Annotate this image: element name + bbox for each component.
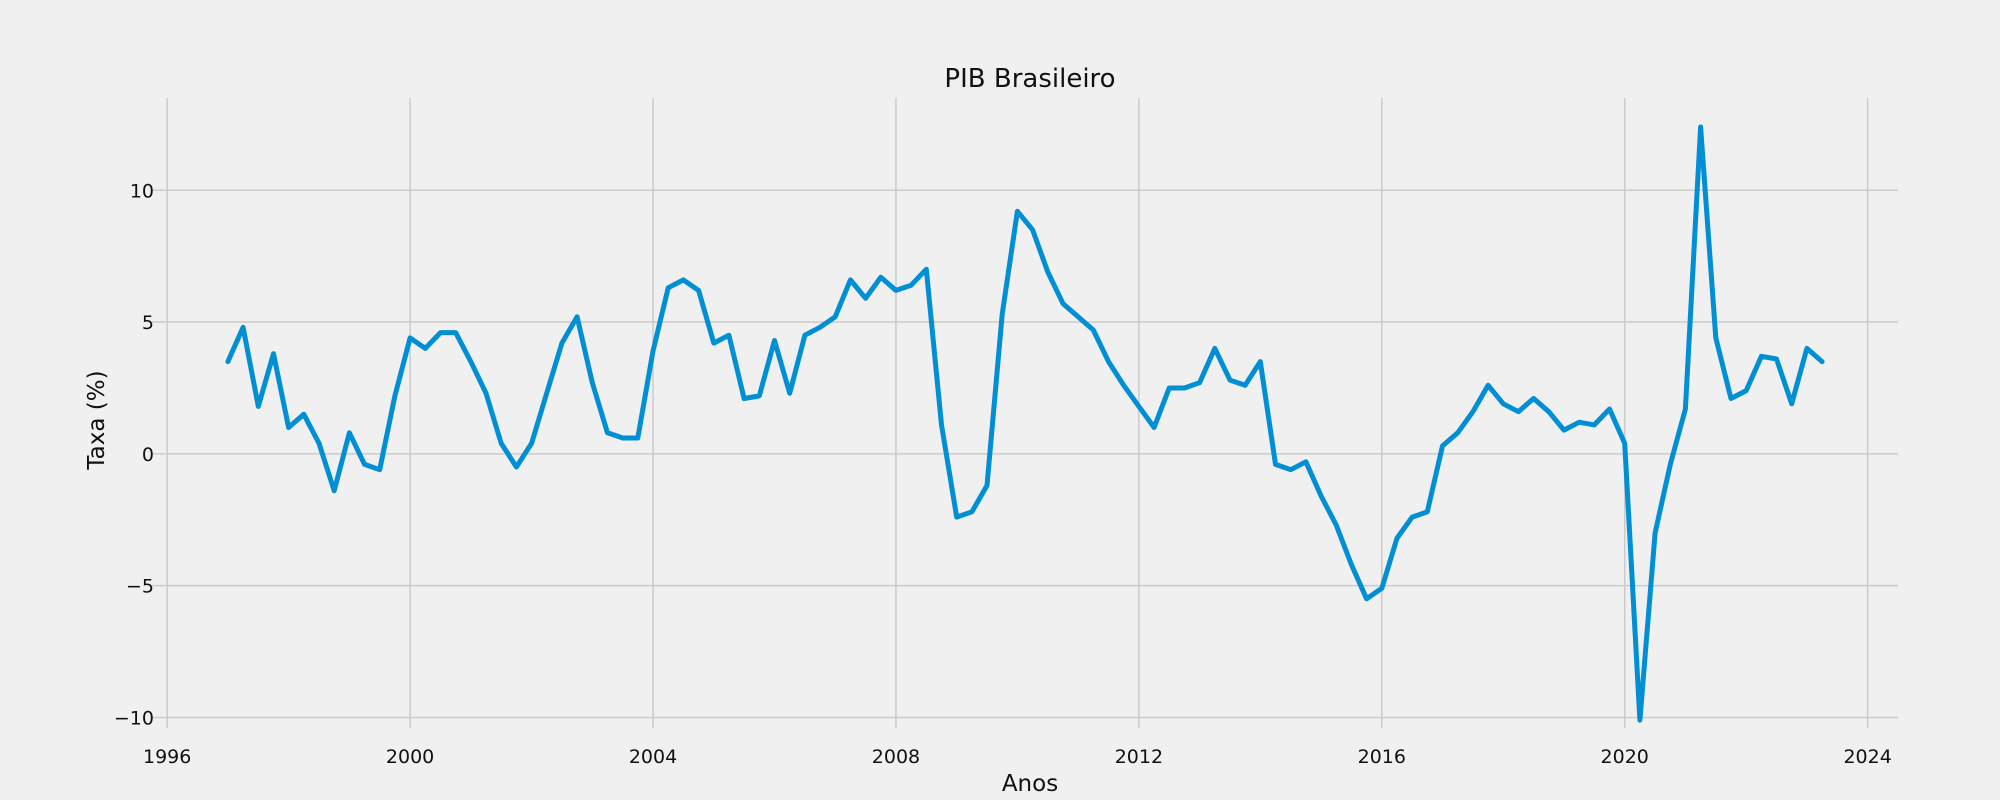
y-tick-label: 0 — [142, 444, 154, 466]
y-tick-labels: −10 −5 0 5 10 — [114, 180, 154, 729]
x-tick-label: 2004 — [629, 746, 677, 768]
chart-title: PIB Brasileiro — [944, 64, 1115, 94]
x-tick-label: 2020 — [1601, 746, 1649, 768]
x-gridlines — [166, 98, 1869, 728]
y-tick-label: 10 — [130, 180, 154, 202]
x-tick-label: 2008 — [872, 746, 920, 768]
x-tick-label: 2016 — [1358, 746, 1406, 768]
x-tick-label: 1996 — [143, 746, 191, 768]
y-tick-label: −10 — [114, 707, 154, 729]
x-tick-label: 2012 — [1115, 746, 1163, 768]
x-tick-label: 2024 — [1843, 746, 1891, 768]
x-tick-label: 2000 — [386, 746, 434, 768]
x-axis-label: Anos — [1002, 771, 1058, 797]
y-tick-label: 5 — [142, 312, 154, 334]
y-tick-label: −5 — [126, 576, 154, 598]
y-gridlines — [152, 189, 1898, 719]
series-line-pib — [225, 124, 1825, 723]
y-axis-label: Taxa (%) — [84, 370, 110, 470]
x-tick-labels: 1996 2000 2004 2008 2012 2016 2020 2024 — [143, 746, 1892, 768]
